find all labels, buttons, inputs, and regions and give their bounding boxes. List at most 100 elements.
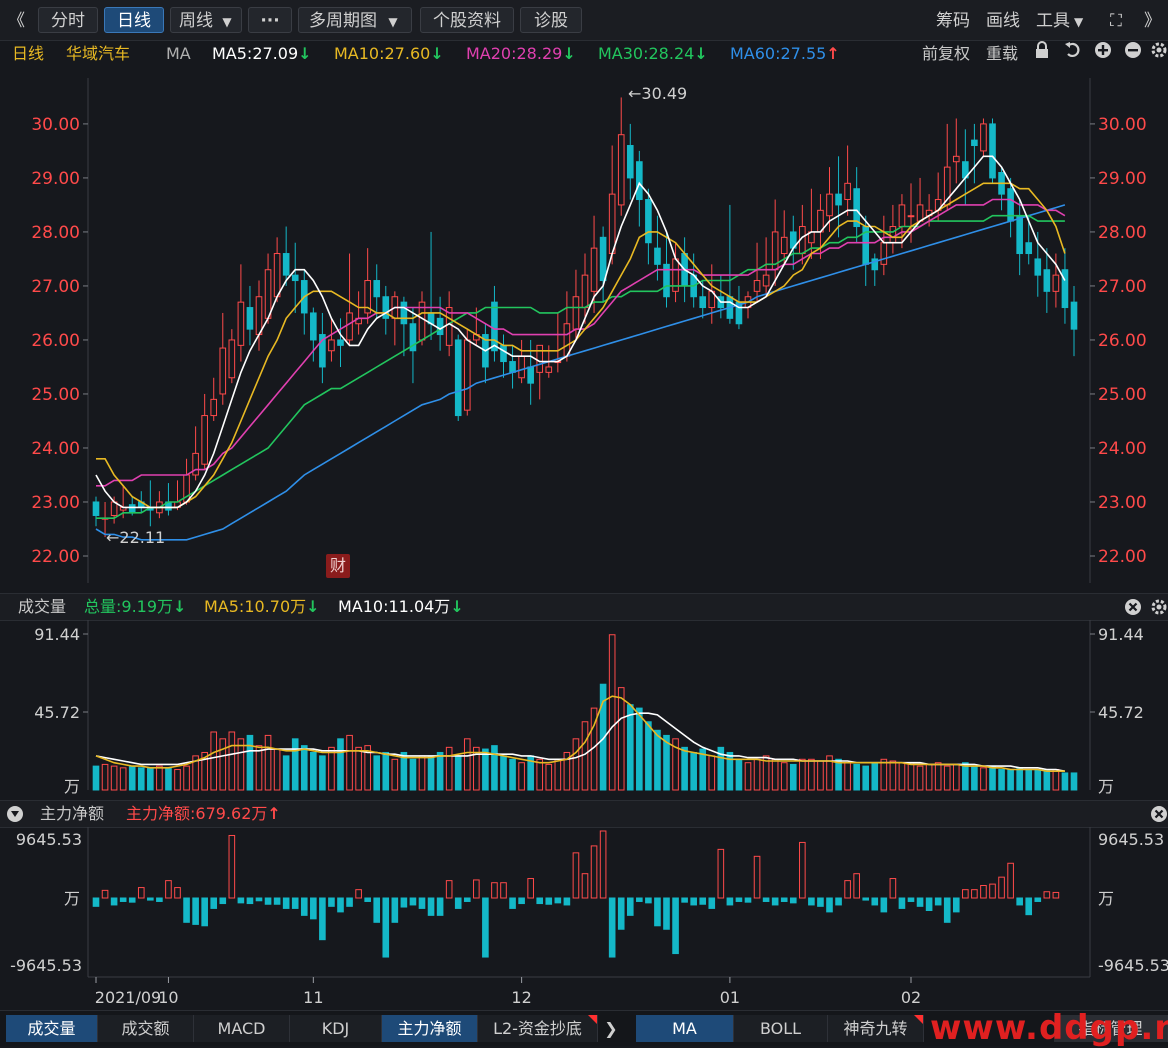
collapse-panel-icon[interactable]: [6, 801, 24, 835]
chevron-down-icon: ▼: [222, 15, 232, 29]
qianfuquan-button[interactable]: 前复权: [922, 44, 971, 63]
net-y-label-right: 万: [1098, 889, 1114, 908]
candlestick-chart[interactable]: 22.00 22.00 23.00 23.00 24.00 24.00 25.00 25.00…: [0, 68, 1168, 593]
net-bar: [183, 897, 190, 923]
tab-ma[interactable]: MA: [636, 1015, 734, 1042]
volume-bar: [337, 738, 344, 791]
tab-macd[interactable]: MACD: [194, 1015, 290, 1042]
duozhouqi-button[interactable]: 多周期图 ▼: [298, 7, 412, 33]
candle: [898, 204, 906, 228]
x-tick-label: 10: [158, 988, 178, 1007]
huaxian-button[interactable]: 画线: [986, 11, 1020, 31]
tab-boll[interactable]: BOLL: [734, 1015, 828, 1042]
settings-icon[interactable]: [1150, 594, 1168, 628]
collapse-right-icon[interactable]: 》: [1144, 11, 1161, 31]
net-bar: [853, 873, 860, 899]
net-bar: [1034, 897, 1042, 902]
net-bar: [699, 897, 707, 905]
more-button[interactable]: ···: [248, 7, 292, 33]
volume-bar: [491, 745, 498, 791]
volume-bar: [835, 758, 842, 791]
volume-bar: [192, 755, 199, 791]
candle: [255, 296, 263, 336]
net-bar: [862, 897, 870, 901]
volume-chart[interactable]: 91.44 91.44 45.72 45.72 万 万: [0, 620, 1168, 798]
candle: [590, 247, 598, 292]
volume-bar: [681, 746, 688, 791]
candle: [971, 139, 978, 147]
tab-turnover[interactable]: 成交额: [98, 1015, 194, 1042]
volume-bar: [174, 769, 181, 791]
volume-bar: [916, 765, 924, 791]
gegu-button[interactable]: 个股资料: [420, 7, 514, 33]
volume-bar: [617, 687, 625, 791]
tab-main-net[interactable]: 主力净额: [382, 1015, 478, 1042]
candle: [599, 236, 607, 282]
tab-rixian[interactable]: 日线: [104, 7, 164, 33]
lock-icon[interactable]: [1034, 40, 1050, 68]
net-y-label-right: 9645.53: [1098, 830, 1164, 849]
collapse-left-icon[interactable]: 《: [8, 11, 25, 31]
y-tick-label-right: 24.00: [1098, 439, 1147, 459]
zhengu-button[interactable]: 诊股: [520, 7, 582, 33]
volume-bar: [255, 745, 263, 791]
volume-bar: [880, 758, 888, 791]
financial-report-badge[interactable]: 财: [326, 554, 350, 578]
candle: [826, 193, 833, 217]
volume-bar: [636, 707, 643, 791]
volume-bar: [799, 758, 806, 791]
close-icon[interactable]: [1150, 801, 1168, 835]
tab-volume[interactable]: 成交量: [6, 1015, 98, 1042]
settings-icon[interactable]: [1150, 40, 1168, 68]
volume-bar: [101, 763, 109, 791]
net-bar: [636, 897, 643, 902]
chouma-button[interactable]: 筹码: [936, 11, 970, 31]
candle: [645, 199, 652, 244]
net-bar: [663, 897, 670, 930]
undo-icon[interactable]: [1064, 40, 1082, 68]
net-bar: [1052, 891, 1060, 899]
volume-bar: [165, 767, 172, 791]
tab-l2-bottom[interactable]: L2-资金抄底: [478, 1015, 598, 1042]
indicator-manage-button[interactable]: 指标管理: [1054, 1015, 1168, 1042]
candle: [409, 323, 417, 352]
net-bar: [391, 897, 399, 923]
volume-bar: [201, 751, 208, 791]
tab-fenshi[interactable]: 分时: [38, 7, 98, 33]
zoom-out-icon[interactable]: [1124, 40, 1142, 68]
x-tick-label: 02: [901, 988, 921, 1007]
gongju-button[interactable]: 工具 ▼: [1036, 8, 1083, 35]
net-bar: [400, 897, 408, 908]
volume-bar: [1052, 769, 1060, 791]
candle: [291, 274, 299, 282]
net-bar: [346, 897, 353, 907]
candle: [608, 193, 616, 255]
zhongzai-button[interactable]: 重载: [986, 44, 1019, 63]
net-bar: [110, 897, 118, 906]
net-bar: [780, 897, 788, 902]
net-inflow-chart[interactable]: 9645.53 9645.53 万 万 -9645.53 -9645.53 2021/09…: [0, 827, 1168, 1010]
tab-kdj[interactable]: KDJ: [290, 1015, 382, 1042]
y-tick-label-right: 23.00: [1098, 493, 1147, 513]
candle: [1052, 274, 1060, 292]
tab-shenqi[interactable]: 神奇九转: [828, 1015, 924, 1042]
zhouxian-label: 周线: [179, 11, 213, 31]
candle: [753, 280, 761, 292]
tab-zhouxian[interactable]: 周线 ▼: [170, 7, 242, 33]
candle: [572, 296, 580, 330]
net-bar: [672, 897, 679, 955]
candle: [527, 366, 534, 384]
ma30-text: MA30:28.24: [598, 44, 695, 63]
volume-bar: [572, 738, 580, 791]
fullscreen-icon[interactable]: ⛶: [1110, 11, 1122, 31]
volume-bar: [925, 763, 933, 791]
y-tick-label-left: 27.00: [31, 277, 80, 297]
net-bar: [590, 845, 598, 899]
chevron-right-icon[interactable]: ❯: [598, 1015, 624, 1042]
zoom-in-icon[interactable]: [1094, 40, 1112, 68]
arrow-down-icon: ↓: [562, 44, 576, 63]
net-bar: [817, 897, 824, 907]
volume-y-label-right: 万: [1098, 777, 1114, 796]
volume-bar: [300, 745, 308, 791]
close-icon[interactable]: [1124, 594, 1142, 628]
